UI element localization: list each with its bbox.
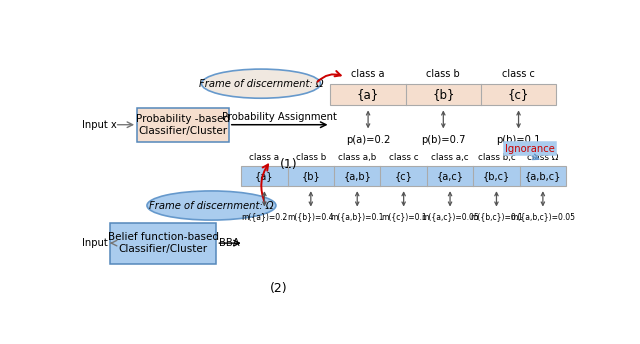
Text: m({b})=0.4: m({b})=0.4 bbox=[287, 212, 334, 221]
Text: p(b)=0.7: p(b)=0.7 bbox=[421, 135, 465, 145]
FancyBboxPatch shape bbox=[241, 166, 566, 186]
Text: p(b)=0.1: p(b)=0.1 bbox=[496, 135, 541, 145]
Text: class a: class a bbox=[351, 69, 385, 79]
FancyBboxPatch shape bbox=[504, 142, 556, 155]
FancyBboxPatch shape bbox=[330, 84, 556, 105]
Text: {a,b}: {a,b} bbox=[343, 171, 371, 181]
Text: {b}: {b} bbox=[432, 88, 454, 101]
Text: {a}: {a} bbox=[255, 171, 274, 181]
Text: Frame of discernment: Ω: Frame of discernment: Ω bbox=[149, 201, 274, 211]
Text: p(a)=0.2: p(a)=0.2 bbox=[346, 135, 390, 145]
Text: m({a,b,c})=0.05: m({a,b,c})=0.05 bbox=[510, 212, 575, 221]
Text: class a,b: class a,b bbox=[338, 153, 376, 162]
Text: {b,c}: {b,c} bbox=[483, 171, 510, 181]
Text: (1): (1) bbox=[280, 158, 297, 171]
Text: Belief function-based
Classifier/Cluster: Belief function-based Classifier/Cluster bbox=[108, 233, 219, 254]
Text: m({b,c})=0.1: m({b,c})=0.1 bbox=[470, 212, 523, 221]
Ellipse shape bbox=[147, 191, 276, 220]
Text: Probability -based
Classifier/Cluster: Probability -based Classifier/Cluster bbox=[136, 114, 230, 136]
FancyBboxPatch shape bbox=[137, 107, 229, 142]
Ellipse shape bbox=[202, 69, 321, 98]
Text: m({a})=0.2: m({a})=0.2 bbox=[241, 212, 287, 221]
Text: Ignorance: Ignorance bbox=[505, 143, 555, 153]
Text: {c}: {c} bbox=[395, 171, 413, 181]
Text: class b,c: class b,c bbox=[477, 153, 515, 162]
Text: {a}: {a} bbox=[357, 88, 380, 101]
Text: m({a,c})=0.05: m({a,c})=0.05 bbox=[421, 212, 479, 221]
Text: {c}: {c} bbox=[508, 88, 529, 101]
Text: Input x: Input x bbox=[83, 238, 117, 248]
Text: m({a,b})=0.1: m({a,b})=0.1 bbox=[330, 212, 384, 221]
Text: Probability Assignment: Probability Assignment bbox=[222, 112, 337, 122]
Text: {a,c}: {a,c} bbox=[436, 171, 463, 181]
Text: m({c})=0.1: m({c})=0.1 bbox=[381, 212, 426, 221]
Text: class c: class c bbox=[389, 153, 419, 162]
Text: class a,c: class a,c bbox=[431, 153, 469, 162]
Text: class b: class b bbox=[296, 153, 326, 162]
Text: (2): (2) bbox=[269, 282, 287, 295]
Text: BBA: BBA bbox=[219, 238, 239, 248]
Text: class a: class a bbox=[250, 153, 280, 162]
Text: class c: class c bbox=[502, 69, 535, 79]
Text: class Ω: class Ω bbox=[527, 153, 559, 162]
Text: {a,b,c}: {a,b,c} bbox=[525, 171, 561, 181]
Text: Frame of discernment: Ω: Frame of discernment: Ω bbox=[199, 79, 323, 89]
Text: class b: class b bbox=[426, 69, 460, 79]
Text: {b}: {b} bbox=[301, 171, 320, 181]
Text: Input x: Input x bbox=[83, 120, 117, 130]
FancyBboxPatch shape bbox=[110, 223, 216, 264]
